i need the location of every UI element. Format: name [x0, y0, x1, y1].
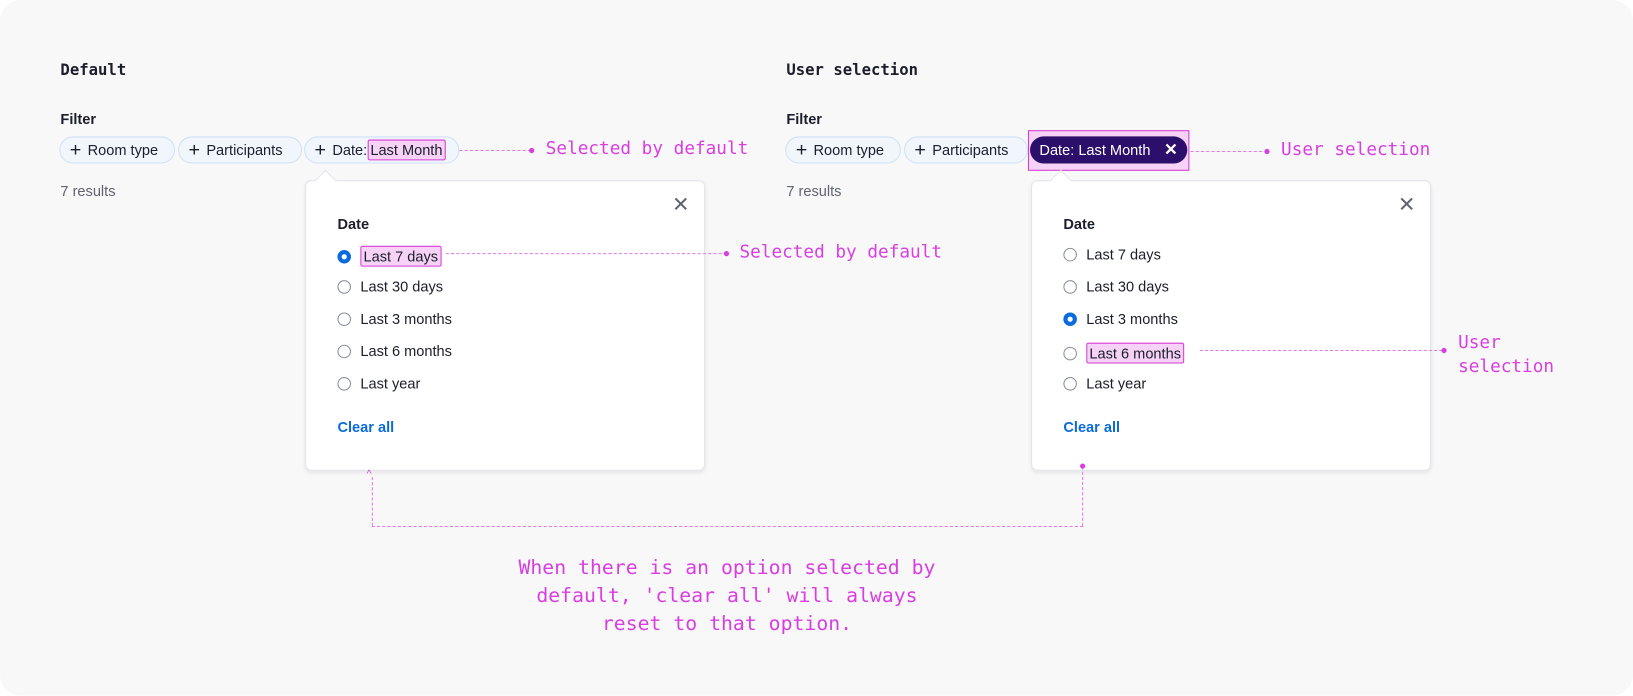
- plus-icon: +: [69, 139, 82, 161]
- date-popup-user: ✕ Date Last 7 days Last 30 days Last 3 m…: [1031, 169, 1432, 471]
- annotation-dot: [1441, 347, 1447, 354]
- section-title-default: Default: [60, 60, 127, 80]
- footnote-line: When there is an option selected by: [518, 556, 936, 580]
- radio-icon[interactable]: [337, 344, 351, 358]
- date-chip-active[interactable]: Date: Last Month ✕: [1030, 136, 1188, 164]
- annotation-line-1: User: [1458, 332, 1501, 354]
- close-icon[interactable]: ✕: [1163, 141, 1178, 160]
- popup-title: Date: [1063, 215, 1095, 233]
- option-label: Last year: [1086, 374, 1147, 392]
- option-last-3-months[interactable]: Last 3 months: [337, 310, 452, 328]
- close-icon[interactable]: ✕: [1397, 193, 1416, 217]
- option-last-30-days[interactable]: Last 30 days: [1063, 278, 1169, 295]
- footnote-line: reset to that option.: [601, 612, 853, 636]
- plus-icon: +: [188, 139, 201, 161]
- chip-label: Participants: [206, 141, 283, 159]
- popup-caret: [314, 169, 337, 192]
- radio-checked-icon[interactable]: [337, 249, 351, 263]
- option-last-6-months[interactable]: Last 6 months: [337, 342, 452, 360]
- radio-icon[interactable]: [337, 311, 351, 326]
- option-label: Last 3 months: [360, 310, 452, 328]
- plus-icon: +: [795, 139, 808, 161]
- annotation-option-user: User selection: [1458, 331, 1554, 379]
- annotation-dot: [529, 147, 535, 154]
- radio-icon[interactable]: [1063, 247, 1077, 261]
- connector-dot: [1080, 463, 1086, 469]
- chip-label: Room type: [813, 141, 885, 159]
- room-type-chip[interactable]: + Room type: [59, 136, 175, 164]
- annotation-line: [1190, 151, 1268, 153]
- annotation-line: [445, 253, 727, 255]
- participants-chip[interactable]: + Participants: [904, 136, 1028, 164]
- annotation-line-2: selection: [1458, 356, 1555, 378]
- results-count: 7 results: [786, 182, 842, 199]
- filter-label: Filter: [60, 110, 97, 128]
- footnote-line: default, 'clear all' will always: [536, 584, 918, 608]
- option-label: Last 6 months: [360, 342, 452, 360]
- radio-icon[interactable]: [337, 376, 351, 391]
- option-label: Last 30 days: [360, 278, 444, 295]
- popup-title: Date: [337, 215, 370, 233]
- participants-chip[interactable]: + Participants: [178, 136, 303, 164]
- option-label: Last year: [360, 374, 421, 392]
- annotation-line: [459, 149, 532, 152]
- date-chip[interactable]: + Date: Last Month: [304, 136, 460, 164]
- clear-all-link[interactable]: Clear all: [337, 418, 395, 436]
- option-last-year[interactable]: Last year: [337, 375, 420, 392]
- clear-all-link[interactable]: Clear all: [1063, 418, 1121, 436]
- radio-icon[interactable]: [337, 279, 351, 294]
- chip-label: Participants: [932, 141, 1009, 159]
- popup-caret: [1049, 169, 1072, 192]
- connector-line: [371, 525, 1084, 527]
- option-label: Last 3 months: [1086, 310, 1178, 328]
- results-count: 7 results: [60, 182, 116, 199]
- plus-icon: +: [314, 139, 327, 161]
- room-type-chip[interactable]: + Room type: [785, 136, 901, 164]
- annotation-dot: [723, 251, 730, 257]
- annotation-chip-default: Selected by default: [545, 138, 749, 160]
- option-label: Last 6 months: [1086, 342, 1185, 364]
- radio-checked-icon[interactable]: [1063, 311, 1077, 326]
- section-title-user: User selection: [786, 60, 919, 80]
- option-last-3-months[interactable]: Last 3 months: [1063, 310, 1178, 328]
- option-last-6-months[interactable]: Last 6 months: [1063, 342, 1185, 364]
- arrow-up-icon: ^: [366, 468, 372, 481]
- option-last-30-days[interactable]: Last 30 days: [337, 278, 443, 295]
- annotation-line: [1199, 349, 1443, 351]
- plus-icon: +: [914, 139, 927, 161]
- close-icon[interactable]: ✕: [672, 193, 690, 217]
- option-last-year[interactable]: Last year: [1063, 375, 1146, 392]
- option-label: Last 7 days: [360, 245, 442, 267]
- date-popup-default: ✕ Date Last 7 days Last 30 days Last 3 m…: [305, 169, 706, 471]
- option-label: Last 30 days: [1086, 278, 1169, 295]
- annotation-dot: [1264, 148, 1270, 155]
- option-label: Last 7 days: [1086, 245, 1161, 263]
- filter-label: Filter: [786, 110, 822, 128]
- radio-icon[interactable]: [1063, 376, 1077, 391]
- chip-value-highlight: Last Month: [367, 139, 446, 161]
- option-last-7-days[interactable]: Last 7 days: [337, 245, 442, 267]
- option-last-7-days[interactable]: Last 7 days: [1063, 245, 1161, 263]
- annotation-option-default: Selected by default: [739, 241, 943, 263]
- radio-icon[interactable]: [1063, 279, 1077, 294]
- chip-label: Date:: [332, 141, 368, 159]
- chip-label: Room type: [87, 141, 159, 159]
- connector-line: [371, 477, 373, 526]
- connector-line: [1082, 466, 1084, 526]
- radio-icon[interactable]: [1063, 346, 1077, 360]
- chip-label: Date: Last Month: [1039, 141, 1151, 159]
- footnote: When there is an option selected by defa…: [467, 554, 988, 638]
- annotation-chip-user: User selection: [1281, 139, 1431, 161]
